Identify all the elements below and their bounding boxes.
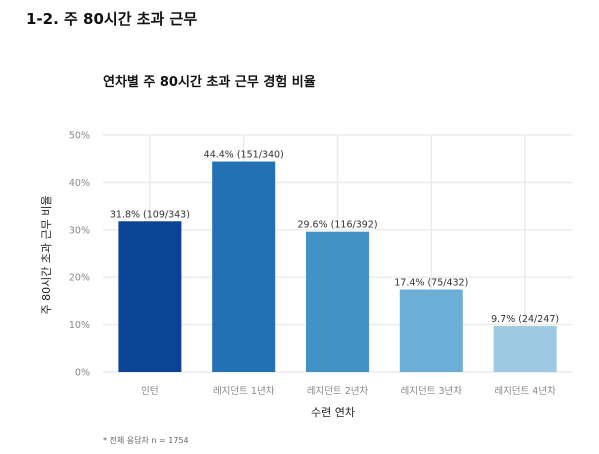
bar-data-label: 29.6% (116/392) — [297, 220, 377, 231]
y-tick-label: 40% — [69, 178, 90, 189]
y-tick-label: 0% — [75, 368, 90, 379]
x-tick-label: 인턴 — [141, 386, 158, 397]
x-tick-label: 레지던트 3년차 — [401, 385, 463, 397]
x-tick-label: 레지던트 1년차 — [213, 385, 275, 397]
bar-data-label: 31.8% (109/343) — [110, 209, 190, 220]
bar-data-label: 9.7% (24/247) — [491, 314, 559, 325]
bar — [306, 231, 369, 372]
y-tick-label: 20% — [69, 273, 90, 284]
bar-data-label: 44.4% (151/340) — [204, 150, 284, 161]
x-tick-label: 레지던트 2년차 — [307, 385, 369, 397]
y-tick-label: 30% — [69, 225, 90, 236]
y-ticks: 0% 10% 20% 30% 40% 50% — [69, 131, 90, 379]
x-tick-label: 레지던트 4년차 — [494, 385, 556, 397]
bar — [493, 326, 557, 372]
bar — [399, 289, 463, 372]
x-axis-label: 수련 연차 — [311, 406, 355, 419]
x-ticks: 인턴 레지던트 1년차 레지던트 2년차 레지던트 3년차 레지던트 4년차 — [141, 385, 556, 397]
data-labels: 31.8% (109/343) 44.4% (151/340) 29.6% (116… — [110, 150, 559, 325]
y-axis-label: 주 80시간 초과 근무 비율 — [40, 195, 53, 314]
y-tick-label: 50% — [69, 131, 90, 142]
section-title: 1-2. 주 80시간 초과 근무 — [26, 10, 198, 28]
bar — [118, 221, 182, 372]
bar — [212, 161, 276, 372]
plot-area: 0% 10% 20% 30% 40% 50% 31.8% (109/343) 44.4% (… — [69, 131, 572, 397]
bar-data-label: 17.4% (75/432) — [394, 278, 468, 289]
bars — [118, 161, 557, 372]
chart-title: 연차별 주 80시간 초과 근무 경험 비율 — [103, 74, 316, 90]
sample-size-note: * 전체 응답자 n = 1754 — [103, 435, 189, 445]
y-tick-label: 10% — [69, 320, 90, 331]
